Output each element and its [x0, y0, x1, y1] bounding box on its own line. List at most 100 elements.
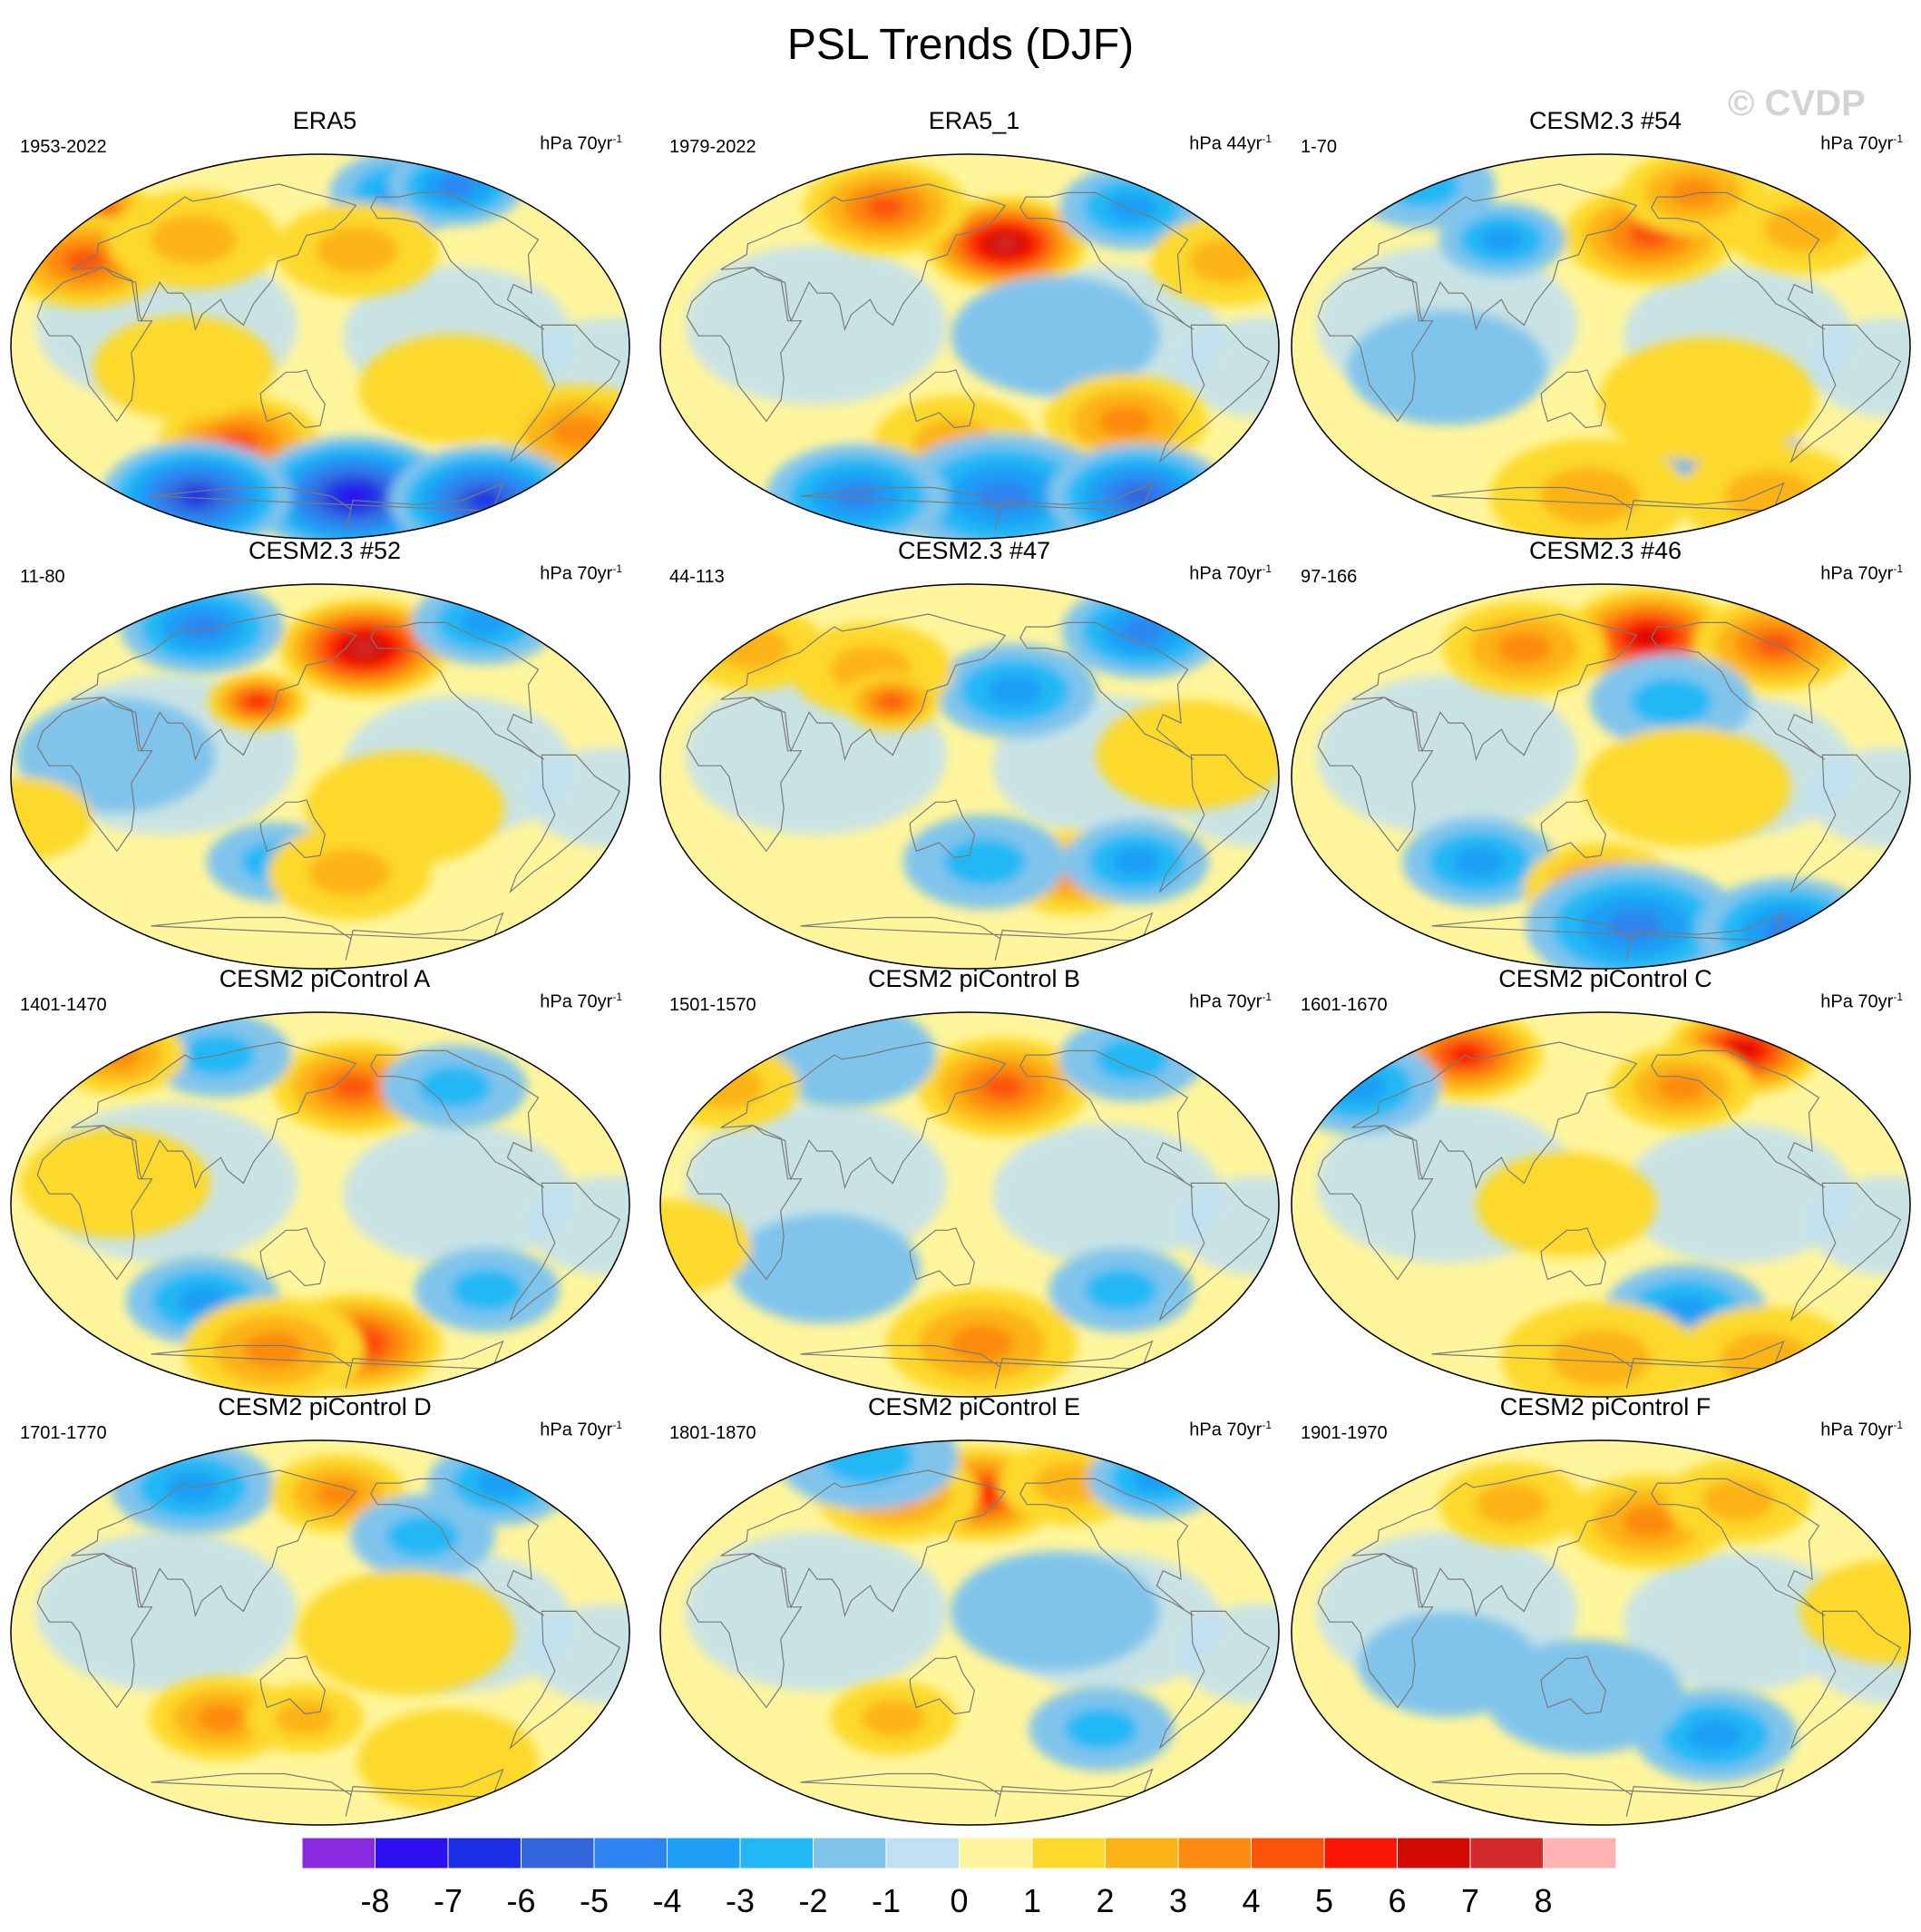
- baseline-patch: [35, 1531, 297, 1692]
- trend-contour: [1065, 1707, 1138, 1751]
- colorbar-label: 2: [1096, 1882, 1114, 1919]
- colorbar-swatch: [1105, 1837, 1179, 1869]
- map-panel: CESM2 piControl F 1901-1970 hPa 70yr-1: [1288, 1393, 1921, 1826]
- coastline: [1540, 369, 1607, 429]
- trend-map: [10, 1011, 630, 1398]
- coastline: [1019, 621, 1195, 760]
- coastline: [259, 1655, 327, 1715]
- coastline: [909, 369, 976, 429]
- panel-units: hPa 70yr-1: [540, 562, 622, 584]
- coastline: [1431, 1340, 1785, 1389]
- trend-contour: [297, 1570, 515, 1695]
- panel-title: CESM2 piControl C: [1498, 965, 1712, 992]
- map-panel: CESM2.3 #47 44-113 hPa 70yr-1: [657, 537, 1292, 970]
- colorbar-swatch: [667, 1837, 741, 1869]
- trend-map: [659, 1011, 1280, 1398]
- coastline: [720, 613, 1007, 762]
- coastline: [1158, 1610, 1271, 1751]
- colorbar-swatch: [739, 1837, 814, 1869]
- baseline-patch: [685, 1103, 947, 1264]
- trend-contour: [1622, 1506, 1677, 1537]
- trend-contour: [439, 176, 473, 197]
- coastline: [509, 754, 621, 894]
- trend-contour: [1630, 678, 1712, 726]
- colorbar-label: 7: [1461, 1882, 1479, 1919]
- baseline-patch: [528, 1176, 629, 1276]
- coastline: [1540, 799, 1607, 859]
- map-panel: CESM2 piControl B 1501-1570 hPa 70yr-1: [657, 965, 1292, 1398]
- coastline: [1019, 1049, 1195, 1188]
- panel-period: 1979-2022: [669, 137, 756, 157]
- trend-contour: [72, 1029, 163, 1082]
- colorbar-swatch: [1031, 1837, 1106, 1869]
- coastline: [370, 1049, 545, 1188]
- trend-contour: [1120, 485, 1157, 507]
- trend-contour: [356, 1708, 539, 1813]
- coastline: [1651, 621, 1826, 760]
- map-border: [1291, 153, 1911, 540]
- colorbar-label: -2: [798, 1882, 827, 1919]
- coastline: [36, 267, 153, 423]
- coastline: [370, 1478, 545, 1616]
- panel-units: hPa 70yr-1: [1820, 990, 1903, 1012]
- colorbar-swatch: [1469, 1837, 1544, 1869]
- trend-contour: [976, 480, 1031, 512]
- trend-contour: [1085, 1269, 1158, 1312]
- trend-contour: [358, 334, 550, 444]
- colorbar-label: -7: [434, 1882, 463, 1919]
- coastline: [1317, 1553, 1434, 1709]
- map-border: [1291, 1439, 1911, 1826]
- trend-contour: [94, 1041, 141, 1068]
- trend-contour: [879, 694, 904, 709]
- trend-map: [1291, 153, 1911, 540]
- colorbar-swatch: [521, 1837, 595, 1869]
- trend-contour: [93, 315, 275, 421]
- trend-contour: [316, 227, 398, 274]
- trend-map: [1291, 1439, 1911, 1826]
- panel-title: ERA5_1: [928, 107, 1020, 134]
- trend-contour: [1551, 1330, 1651, 1388]
- coastline: [1158, 324, 1271, 464]
- coastline: [509, 1610, 621, 1751]
- baseline-patch: [1624, 1552, 1853, 1693]
- cvdp-watermark: © CVDP: [1728, 83, 1866, 123]
- baseline-patch: [343, 1124, 572, 1264]
- trend-contour: [988, 675, 1043, 707]
- map-panel: ERA5_1 1979-2022 hPa 44yr-1: [657, 107, 1292, 540]
- coastline: [151, 482, 504, 531]
- trend-contour: [862, 1699, 926, 1737]
- trend-contour: [1112, 847, 1161, 876]
- panel-units: hPa 70yr-1: [540, 132, 622, 154]
- colorbar-label: 1: [1023, 1882, 1041, 1919]
- trend-contour: [981, 1074, 1025, 1100]
- coastline: [36, 1125, 153, 1281]
- trend-contour: [1724, 470, 1816, 522]
- coastline: [1789, 324, 1902, 464]
- trend-contour: [1539, 467, 1640, 525]
- trend-contour: [64, 249, 106, 273]
- panel-period: 1701-1770: [20, 1423, 107, 1443]
- trend-contour: [476, 1469, 525, 1498]
- coastline: [151, 912, 504, 961]
- coastline: [1789, 1182, 1902, 1322]
- coastline: [1351, 183, 1638, 332]
- coastline: [1540, 1655, 1607, 1715]
- trend-map: [1291, 1011, 1911, 1398]
- coastline: [720, 183, 1007, 332]
- trend-contour: [1188, 239, 1266, 284]
- trend-contour: [1607, 910, 1663, 942]
- trend-contour: [352, 640, 377, 656]
- trend-contour: [468, 491, 501, 510]
- trend-contour: [1582, 727, 1791, 847]
- trend-contour: [418, 1066, 492, 1108]
- colorbar-label: 6: [1388, 1882, 1406, 1919]
- trend-contour: [386, 1515, 460, 1558]
- colorbar-label: 0: [950, 1882, 968, 1919]
- colorbar-swatch: [1323, 1837, 1398, 1869]
- colorbar-swatch: [1251, 1837, 1325, 1869]
- trend-contour: [993, 237, 1018, 251]
- coastline: [1351, 613, 1638, 762]
- coastline: [259, 799, 327, 859]
- colorbar-label: -6: [506, 1882, 535, 1919]
- coastline: [1351, 1469, 1638, 1618]
